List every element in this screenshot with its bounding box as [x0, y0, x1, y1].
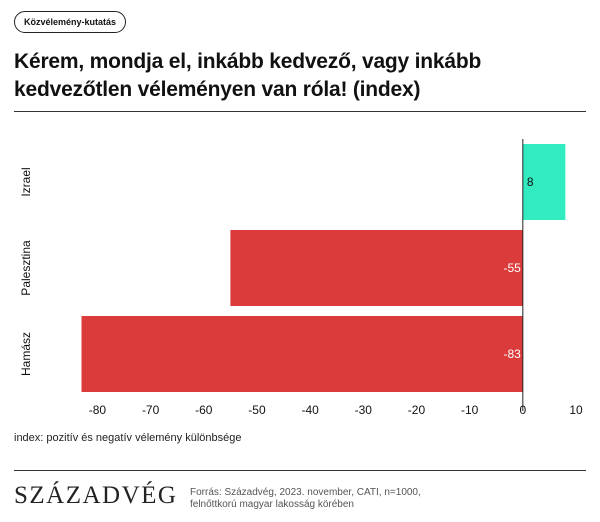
- value-label: -83: [503, 347, 521, 361]
- value-label: 8: [527, 175, 534, 189]
- category-label: Hamász: [19, 332, 33, 376]
- bar-hamász: [81, 316, 523, 392]
- x-tick-label: -10: [461, 403, 479, 417]
- bar-chart: Izrael 8 Palesztina -55 Hamász -83 -80 -70 -60 -5…: [19, 139, 583, 417]
- category-label: Palesztina: [19, 240, 33, 296]
- x-tick-label: 0: [519, 403, 526, 417]
- x-tick-label: -40: [301, 403, 319, 417]
- x-tick-label: -50: [248, 403, 266, 417]
- x-tick-label: -30: [355, 403, 373, 417]
- x-tick-label: 10: [569, 403, 583, 417]
- x-tick-label: -20: [408, 403, 426, 417]
- chart-title: Kérem, mondja el, inkább kedvező, vagy i…: [14, 50, 482, 101]
- category-tag: Közvélemény-kutatás: [14, 11, 127, 33]
- value-label: -55: [503, 261, 521, 275]
- x-tick-label: -70: [142, 403, 160, 417]
- bar-palesztina: [230, 230, 523, 306]
- category-label: Izrael: [19, 167, 33, 196]
- title-divider: [14, 111, 586, 112]
- footer-divider: [14, 470, 586, 471]
- x-tick-label: -60: [195, 403, 213, 417]
- x-tick-label: -80: [89, 403, 107, 417]
- source-note: Forrás: Századvég, 2023. november, CATI,…: [190, 487, 421, 510]
- bar-izrael: [522, 144, 566, 220]
- index-note: index: pozitív és negatív vélemény külön…: [14, 432, 242, 444]
- publisher-logo: SZÁZADVÉG: [14, 482, 178, 509]
